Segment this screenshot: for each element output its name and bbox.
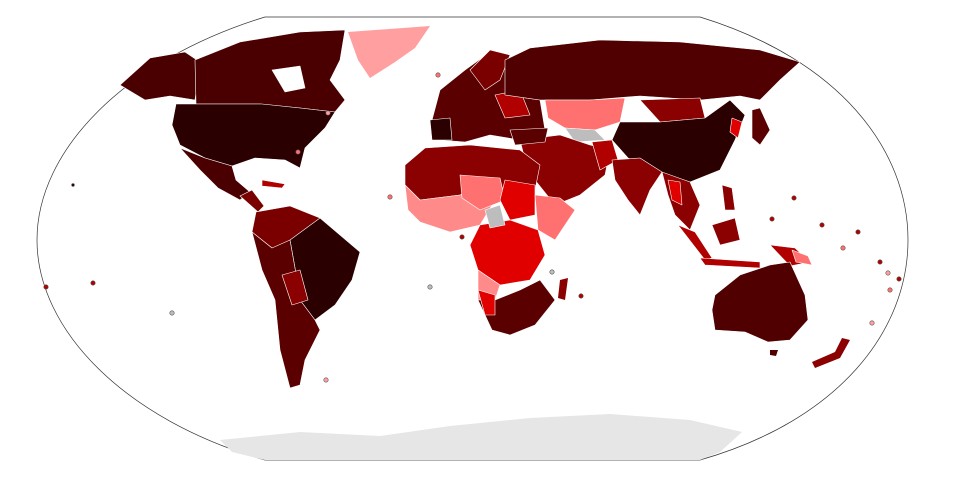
central-africa <box>469 219 546 286</box>
island-marker <box>896 276 902 282</box>
island-marker <box>459 234 465 240</box>
papua <box>791 249 813 266</box>
island-marker <box>887 287 893 293</box>
hudson-bay <box>271 65 306 93</box>
island-marker <box>71 183 75 187</box>
congo-grey <box>484 204 506 229</box>
thailand <box>667 179 683 206</box>
island-marker <box>855 229 861 235</box>
united-states <box>171 103 336 169</box>
ethiopia-somalia <box>534 194 576 241</box>
island-marker <box>169 310 175 316</box>
korea <box>729 117 743 139</box>
kazakhstan <box>544 97 626 131</box>
island-marker <box>549 269 555 275</box>
island-marker <box>885 270 891 276</box>
madagascar <box>558 278 568 300</box>
central-america <box>239 189 265 213</box>
island-marker <box>323 377 329 383</box>
island-marker <box>791 195 797 201</box>
iberia <box>429 117 453 141</box>
island-marker <box>435 72 441 78</box>
japan <box>751 107 771 146</box>
borneo <box>711 217 741 246</box>
namibia <box>477 289 496 316</box>
australia <box>711 261 809 343</box>
southern-africa <box>477 279 556 336</box>
tasmania <box>770 350 778 356</box>
island-marker <box>578 293 584 299</box>
philippines <box>721 184 736 211</box>
island-marker <box>295 149 301 155</box>
island-marker <box>90 280 96 286</box>
antarctica <box>220 414 742 460</box>
turkey <box>509 127 549 146</box>
greenland <box>348 26 430 78</box>
island-marker <box>869 320 875 326</box>
island-marker <box>325 110 331 116</box>
central-asia <box>564 127 606 143</box>
sudan <box>499 179 536 221</box>
india <box>611 157 663 216</box>
island-marker <box>840 245 846 251</box>
island-marker <box>877 259 883 265</box>
island-marker <box>43 284 49 290</box>
new-zealand <box>812 338 850 368</box>
island-marker <box>819 222 825 228</box>
indonesia <box>699 257 761 269</box>
sumatra <box>677 224 713 261</box>
andes <box>251 231 321 389</box>
island-marker <box>387 194 393 200</box>
island-marker <box>769 216 775 222</box>
caribbean <box>261 179 286 189</box>
island-marker <box>427 284 433 290</box>
bolivia-paraguay <box>281 269 309 306</box>
sahel <box>459 174 506 211</box>
